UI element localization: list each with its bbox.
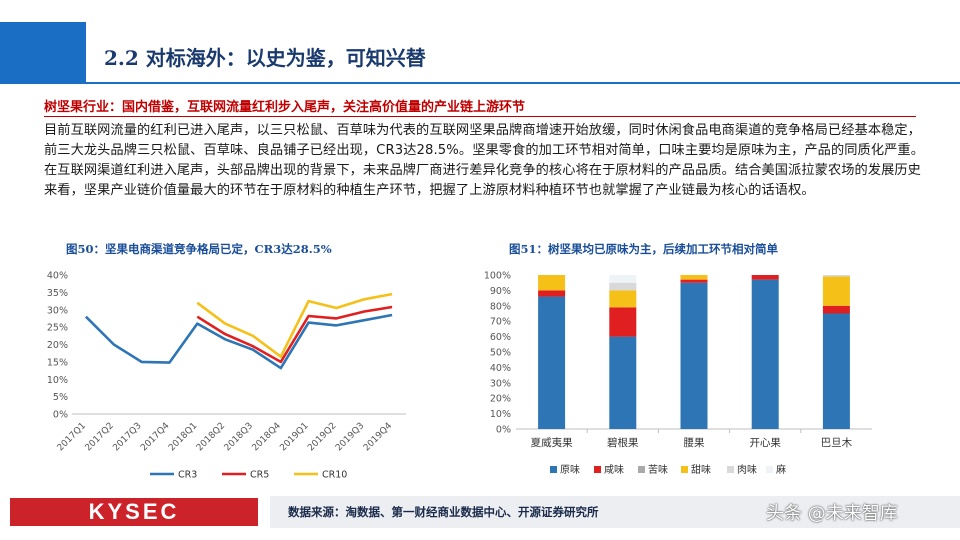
bar-segment: [751, 275, 779, 280]
bar-segment: [680, 282, 708, 429]
x-tick-label: 2017Q4: [139, 421, 172, 454]
source-panel: 数据来源：淘数据、第一财经商业数据中心、开源证券研究所: [270, 496, 960, 528]
header-bar: 2.2 对标海外：以史为鉴，可知兴替: [0, 22, 960, 84]
y-tick-label: 80%: [490, 301, 511, 312]
header-panel: [86, 22, 960, 84]
x-tick-label: 2018Q1: [167, 421, 199, 453]
y-tick-label: 40%: [47, 271, 68, 282]
legend-swatch: [681, 466, 688, 473]
legend-label: CR10: [322, 470, 347, 481]
legend-swatch: [594, 466, 601, 473]
bar-segment: [538, 296, 566, 429]
y-tick-label: 10%: [490, 409, 511, 420]
y-tick-label: 0%: [496, 425, 511, 436]
x-tick-label: 2019Q4: [362, 421, 395, 454]
x-tick-label: 2019Q2: [306, 421, 338, 453]
bar-segment: [609, 307, 637, 337]
legend-swatch: [766, 466, 773, 473]
y-tick-label: 60%: [490, 332, 511, 343]
section-subtitle: 树坚果行业：国内借鉴，互联网流量红利步入尾声，关注高价值量的产业链上游环节: [44, 100, 526, 115]
legend-swatch: [727, 466, 734, 473]
y-tick-label: 30%: [490, 378, 511, 389]
legend-label: CR5: [250, 470, 269, 481]
y-tick-label: 100%: [484, 271, 511, 282]
bar-segment: [609, 290, 637, 308]
y-tick-label: 40%: [490, 363, 511, 374]
footer-bar: KYSEC 数据来源：淘数据、第一财经商业数据中心、开源证券研究所 头条 @未来…: [0, 490, 960, 532]
y-tick-label: 25%: [47, 323, 68, 334]
data-source: 数据来源：淘数据、第一财经商业数据中心、开源证券研究所: [288, 505, 599, 519]
figure51-title: 图51：树坚果均已原味为主，后续加工环节相对简单: [509, 242, 779, 256]
x-tick-label: 2017Q2: [84, 421, 116, 453]
bar-segment: [822, 313, 850, 429]
legend-label: 咸味: [604, 464, 624, 476]
x-tick-label: 2017Q3: [111, 421, 143, 453]
y-tick-label: 70%: [490, 317, 511, 328]
brand-logo: KYSEC: [10, 498, 258, 526]
bar-segment: [538, 290, 566, 297]
y-tick-label: 0%: [53, 410, 68, 421]
legend-label: 甜味: [691, 463, 711, 476]
y-tick-label: 90%: [490, 286, 511, 297]
bar-segment: [538, 275, 566, 291]
legend-label: 肉味: [737, 463, 757, 476]
bar-segment: [609, 336, 637, 429]
legend-label: 麻: [776, 463, 786, 476]
bar-segment: [822, 305, 850, 314]
legend-swatch: [638, 466, 645, 473]
series-line-cr10: [196, 292, 393, 358]
bar-segment: [751, 279, 779, 429]
bar-segment: [609, 282, 637, 291]
x-tick-label: 2018Q2: [195, 421, 227, 453]
figure50-title: 图50：坚果电商渠道竞争格局已定，CR3达28.5%: [66, 242, 332, 256]
y-tick-label: 35%: [47, 288, 68, 299]
x-tick-label: 2019Q1: [278, 421, 310, 453]
category-label: 碧根果: [607, 436, 639, 449]
bar-segment: [822, 276, 850, 306]
y-tick-label: 50%: [490, 348, 511, 359]
legend-label: CR3: [178, 470, 197, 481]
bar-segment: [680, 275, 708, 280]
stacked-bar-chart: 0% 10% 20% 30% 40% 50% 60% 70% 80% 90% 100% 夏威夷果 碧根果…: [484, 271, 872, 476]
x-tick-label: 2018Q3: [223, 421, 255, 453]
legend-swatch: [550, 466, 557, 473]
y-tick-label: 15%: [47, 357, 68, 368]
subtitle-divider: [44, 116, 916, 117]
brand-logo-text: KYSEC: [88, 499, 180, 524]
bar-segment: [609, 275, 637, 283]
header-underline: [86, 82, 960, 84]
category-label: 巴旦木: [821, 437, 853, 449]
x-tick-label: 2017Q1: [56, 421, 88, 453]
y-tick-label: 30%: [47, 305, 68, 316]
x-tick-label: 2019Q3: [334, 421, 366, 453]
series-line-cr3: [84, 313, 393, 370]
y-tick-label: 5%: [53, 392, 68, 403]
body-paragraph: 目前互联网流量的红利已进入尾声，以三只松鼠、百草味为代表的互联网坚果品牌商增速开…: [44, 123, 924, 198]
y-tick-label: 10%: [47, 375, 68, 386]
series-line-cr5: [196, 305, 393, 364]
watermark: 头条 @未来智库: [766, 503, 898, 524]
header-accent-block: [0, 22, 86, 84]
y-tick-label: 20%: [47, 340, 68, 351]
bar-segment: [822, 275, 850, 277]
category-label: 开心果: [749, 437, 781, 449]
legend-label: 苦味: [648, 463, 668, 476]
bar-segment: [680, 279, 708, 283]
x-tick-label: 2018Q4: [251, 421, 284, 454]
category-label: 夏威夷果: [531, 436, 573, 449]
legend-label: 原味: [560, 464, 580, 476]
category-label: 腰果: [684, 437, 705, 449]
line-chart: 0%5%10%15%20%25%30%35%40%2017Q12017Q2201…: [47, 271, 406, 481]
page-title: 2.2 对标海外：以史为鉴，可知兴替: [104, 46, 426, 70]
y-tick-label: 20%: [490, 394, 511, 405]
